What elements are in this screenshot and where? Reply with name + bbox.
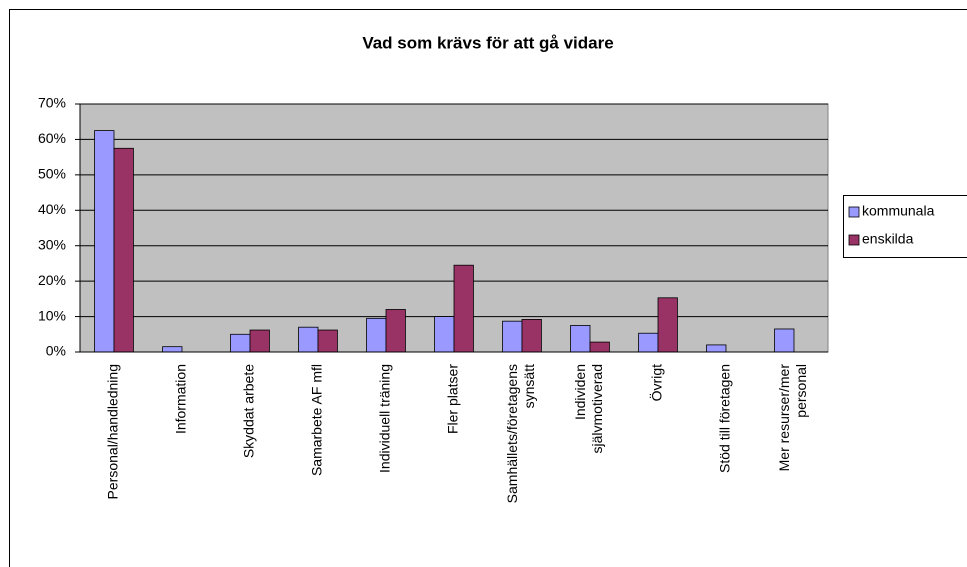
y-tick-label: 60% xyxy=(38,130,66,146)
bar xyxy=(774,328,795,353)
x-tick-label: självmotiverad xyxy=(589,364,605,453)
bar xyxy=(249,329,270,353)
x-tick-label: Personal/handledning xyxy=(105,364,121,499)
bar xyxy=(434,316,455,353)
y-tick-label: 10% xyxy=(38,307,66,323)
x-tick-label: Stöd till företagen xyxy=(717,364,733,473)
x-tick-label: Samhällets/företagens xyxy=(504,364,520,503)
bar xyxy=(317,329,338,353)
bar xyxy=(638,332,659,353)
x-tick-label: personal xyxy=(793,364,809,418)
x-tick-label: Mer resurser/mer xyxy=(776,364,792,472)
legend-label: enskilda xyxy=(862,231,914,247)
bar xyxy=(113,147,134,353)
bar xyxy=(706,344,727,353)
y-tick-label: 50% xyxy=(38,166,66,182)
y-tick-label: 30% xyxy=(38,236,66,252)
x-tick-label: Individen xyxy=(572,364,588,420)
bar xyxy=(521,319,542,353)
bar xyxy=(162,346,183,353)
y-tick-label: 0% xyxy=(46,343,66,359)
bar xyxy=(570,325,591,353)
x-tick-label: Individuell träning xyxy=(377,364,393,473)
x-tick-label: Fler platser xyxy=(445,364,461,434)
legend-label: kommunala xyxy=(862,203,935,219)
x-tick-label: Skyddat arbete xyxy=(241,364,257,458)
y-tick-label: 20% xyxy=(38,272,66,288)
y-tick-label: 70% xyxy=(38,95,66,111)
x-tick-label: Information xyxy=(173,364,189,434)
legend: kommunala enskilda xyxy=(843,195,967,258)
legend-swatch xyxy=(848,234,860,246)
bar xyxy=(385,309,406,353)
chart-title: Vad som krävs för att gå vidare xyxy=(362,33,613,52)
x-tick-label: synsätt xyxy=(521,364,537,408)
bar xyxy=(366,317,387,353)
bar xyxy=(94,130,115,353)
bar xyxy=(298,326,319,353)
legend-swatch xyxy=(848,206,860,218)
legend-box xyxy=(843,195,967,258)
bar xyxy=(502,320,523,353)
x-tick-label: Samarbete AF mfl xyxy=(309,364,325,476)
x-tick-label: Övrigt xyxy=(648,364,665,401)
bar xyxy=(230,333,251,353)
bar xyxy=(657,297,678,353)
y-tick-label: 40% xyxy=(38,201,66,217)
bar xyxy=(589,341,610,353)
bar xyxy=(453,264,474,353)
